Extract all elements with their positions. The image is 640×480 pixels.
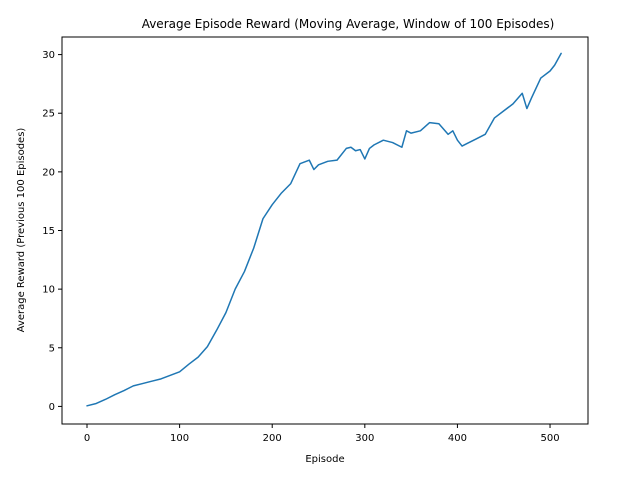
y-tick-label: 10 — [42, 285, 55, 296]
x-axis-label: Episode — [305, 454, 344, 465]
y-tick-label: 25 — [42, 109, 55, 120]
y-tick-label: 0 — [49, 402, 55, 413]
ticks-layer: 0 100 200 300 400 500 0 5 10 15 20 25 30 — [42, 50, 559, 444]
chart-title: Average Episode Reward (Moving Average, … — [142, 17, 555, 31]
x-tick-label: 300 — [355, 433, 374, 444]
x-tick-label: 0 — [84, 433, 90, 444]
y-axis-label: Average Reward (Previous 100 Episodes) — [16, 128, 27, 333]
x-tick-label: 200 — [263, 433, 282, 444]
x-tick-label: 100 — [170, 433, 189, 444]
y-tick-label: 5 — [49, 343, 55, 354]
x-tick-label: 500 — [540, 433, 559, 444]
plot-frame — [61, 36, 589, 425]
y-tick-label: 20 — [42, 167, 55, 178]
y-tick-label: 15 — [42, 226, 55, 237]
series-line-0 — [86, 52, 562, 407]
series-layer — [86, 52, 562, 407]
y-tick-label: 30 — [42, 50, 55, 61]
x-tick-label: 400 — [448, 433, 467, 444]
